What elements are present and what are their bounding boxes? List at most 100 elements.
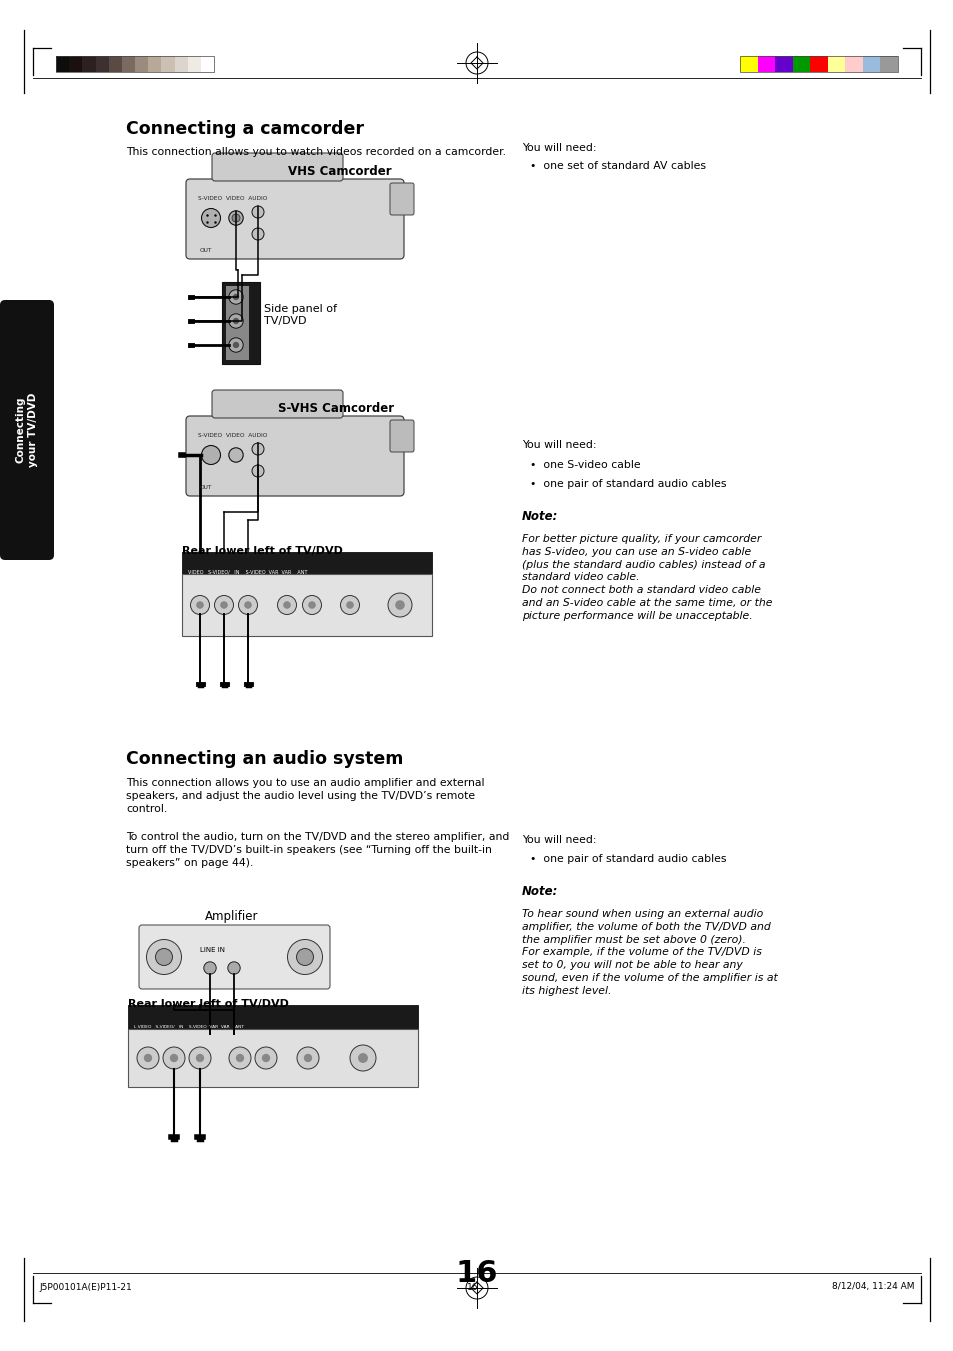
Text: LINE IN: LINE IN [200,947,225,952]
Circle shape [350,1046,375,1071]
Circle shape [144,1054,152,1062]
Bar [792,55,809,72]
Circle shape [303,1054,312,1062]
Text: This connection allows you to watch videos recorded on a camcorder.: This connection allows you to watch vide… [126,147,505,157]
Text: 8/12/04, 11:24 AM: 8/12/04, 11:24 AM [832,1282,914,1292]
Circle shape [235,1054,244,1062]
Bar [222,282,260,363]
Text: Amplifier: Amplifier [205,911,258,923]
Circle shape [357,1052,368,1063]
FancyBboxPatch shape [139,925,330,989]
Circle shape [229,447,243,462]
Circle shape [340,596,359,615]
Circle shape [147,939,181,974]
Circle shape [214,596,233,615]
Bar [70,55,82,72]
Bar [226,286,249,359]
Bar [201,55,213,72]
Text: Note:: Note: [521,885,558,898]
Circle shape [254,1047,276,1069]
Text: •  one pair of standard audio cables: • one pair of standard audio cables [530,480,726,489]
Circle shape [261,1054,270,1062]
Circle shape [233,317,239,324]
Circle shape [195,1054,204,1062]
Text: For better picture quality, if your camcorder
has S-video, you can use an S-vide: For better picture quality, if your camc… [521,534,772,621]
Text: •  one S-video cable: • one S-video cable [530,459,640,470]
Text: Connecting
your TV/DVD: Connecting your TV/DVD [16,393,38,467]
Bar [161,55,174,72]
Bar [95,55,109,72]
Text: Connecting an audio system: Connecting an audio system [126,750,403,767]
Circle shape [201,208,220,227]
Bar [880,55,897,72]
Text: Side panel of
TV/DVD: Side panel of TV/DVD [264,304,336,327]
Circle shape [204,962,216,974]
Text: VIDEO   S-VIDEO/   IN    S-VIDEO  VAR  VAR    ANT: VIDEO S-VIDEO/ IN S-VIDEO VAR VAR ANT [188,570,307,576]
Circle shape [201,446,220,465]
Circle shape [244,601,252,609]
Bar [757,55,774,72]
FancyBboxPatch shape [212,153,343,181]
FancyBboxPatch shape [212,390,343,417]
Circle shape [196,601,204,609]
Circle shape [191,596,210,615]
Text: L VIDEO   S-VIDEO/   IN    S-VIDEO  VAR  VAR    ANT: L VIDEO S-VIDEO/ IN S-VIDEO VAR VAR ANT [133,1025,244,1029]
Text: You will need:: You will need: [521,835,596,844]
Bar [109,55,122,72]
Circle shape [395,600,404,609]
Text: To control the audio, turn on the TV/DVD and the stereo amplifier, and
turn off : To control the audio, turn on the TV/DVD… [126,832,509,867]
Bar [188,55,201,72]
Circle shape [233,293,239,300]
Text: Note:: Note: [521,509,558,523]
Text: This connection allows you to use an audio amplifier and external
speakers, and : This connection allows you to use an aud… [126,778,484,813]
Text: Connecting a camcorder: Connecting a camcorder [126,120,364,138]
Bar [862,55,880,72]
Text: OUT: OUT [200,249,213,253]
Circle shape [287,939,322,974]
Bar [844,55,862,72]
Text: Rear lower left of TV/DVD: Rear lower left of TV/DVD [182,546,342,557]
Circle shape [296,1047,318,1069]
Text: Rear lower left of TV/DVD: Rear lower left of TV/DVD [128,998,289,1009]
Text: VHS Camcorder: VHS Camcorder [288,165,392,178]
Circle shape [346,601,354,609]
Text: To hear sound when using an external audio
amplifier, the volume of both the TV/: To hear sound when using an external aud… [521,909,777,996]
Text: S-VIDEO  VIDEO  AUDIO: S-VIDEO VIDEO AUDIO [198,434,267,438]
FancyBboxPatch shape [390,420,414,453]
Text: OUT: OUT [200,485,213,490]
Bar [135,55,148,72]
Circle shape [229,338,243,353]
Bar [740,55,757,72]
Circle shape [252,465,264,477]
Circle shape [228,962,240,974]
Circle shape [252,205,264,218]
Circle shape [252,228,264,240]
Circle shape [155,948,172,966]
FancyBboxPatch shape [186,178,403,259]
Circle shape [296,948,314,966]
Text: 16: 16 [456,1259,497,1288]
Bar [82,55,95,72]
Circle shape [189,1047,211,1069]
Circle shape [229,313,243,328]
Bar [827,55,844,72]
Text: You will need:: You will need: [521,440,596,450]
Text: S-VIDEO  VIDEO  AUDIO: S-VIDEO VIDEO AUDIO [198,196,267,201]
Bar [56,55,213,72]
FancyBboxPatch shape [390,182,414,215]
Circle shape [137,1047,159,1069]
Circle shape [229,211,243,226]
Circle shape [283,601,291,609]
FancyBboxPatch shape [0,300,54,561]
Circle shape [277,596,296,615]
FancyBboxPatch shape [186,416,403,496]
Bar [128,1005,417,1029]
Circle shape [163,1047,185,1069]
Circle shape [233,342,239,349]
Text: S-VHS Camcorder: S-VHS Camcorder [277,403,394,415]
Circle shape [220,601,228,609]
Text: •  one pair of standard audio cables: • one pair of standard audio cables [530,854,726,865]
Circle shape [170,1054,178,1062]
Circle shape [232,213,240,222]
Bar [182,574,432,636]
